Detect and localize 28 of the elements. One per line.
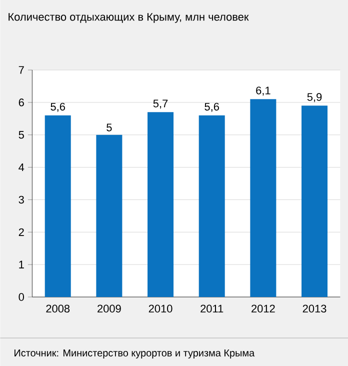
bar bbox=[250, 99, 276, 297]
y-tick-label: 0 bbox=[18, 293, 24, 301]
y-tick-label: 3 bbox=[18, 196, 24, 204]
bar bbox=[301, 106, 328, 297]
data-label: 5,7 bbox=[153, 100, 168, 109]
bar bbox=[147, 112, 174, 297]
x-tick-label: 2011 bbox=[200, 304, 223, 313]
text: Источник: Министерство курортов и туризма Крыма bbox=[14, 350, 254, 358]
data-label: 6,1 bbox=[256, 86, 270, 96]
y-tick-label: 5 bbox=[18, 131, 24, 139]
x-tick-label: 2009 bbox=[97, 304, 121, 313]
data-label: 5,9 bbox=[307, 93, 322, 102]
bar bbox=[96, 134, 122, 297]
x-tick-label: 2010 bbox=[148, 304, 172, 313]
x-tick-label: 2008 bbox=[46, 304, 70, 313]
y-tick-label: 2 bbox=[18, 228, 24, 236]
data-label: 5 bbox=[106, 124, 112, 132]
y-tick-label: 4 bbox=[18, 164, 24, 172]
bar bbox=[44, 115, 71, 297]
bar bbox=[198, 115, 225, 297]
chart-title: Количество отдыхающих в Крыму, млн человек bbox=[8, 13, 249, 23]
data-label: 5,6 bbox=[50, 102, 65, 112]
x-tick-label: 2012 bbox=[251, 304, 275, 313]
y-tick-label: 1 bbox=[18, 260, 24, 268]
y-tick-label: 6 bbox=[18, 98, 24, 106]
y-tick-label: 7 bbox=[18, 66, 24, 74]
x-tick-label: 2013 bbox=[302, 304, 326, 313]
data-label: 5,6 bbox=[204, 102, 219, 112]
